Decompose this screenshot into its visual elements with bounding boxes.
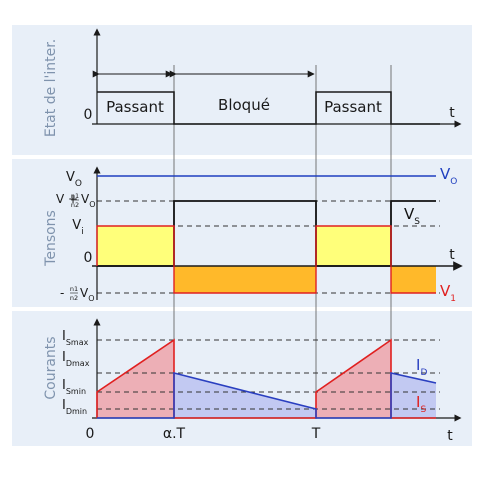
legend-id: ID [416, 356, 427, 378]
label-vmin-v: VO [80, 286, 95, 303]
legend-vo: VO [440, 165, 457, 187]
panel2-side-label: Tensons [43, 210, 59, 267]
label-vmax-frac-num: n1 [71, 192, 79, 200]
panel1-background [12, 25, 472, 155]
label-vmin-prefix: - [60, 286, 64, 300]
state-passant-label-1: Passant [106, 98, 164, 116]
panel1-zero-label: 0 [84, 107, 93, 123]
label-vmax-v: VO [81, 192, 96, 209]
x-label-zero: 0 [86, 426, 95, 442]
label-vmax-prefix: V + [56, 192, 78, 206]
label-vi: Vi [72, 218, 83, 237]
label-vmin-frac-num: n1 [70, 285, 78, 293]
v1-voltage-fill-2 [391, 266, 436, 293]
legend-vs: VS [404, 205, 420, 227]
is-current-fill-2 [316, 340, 391, 418]
panel2-t-label: t [449, 247, 455, 263]
id-diode-current [97, 371, 437, 419]
label-idmin: IDmin [62, 398, 87, 416]
x-label-t: T [311, 426, 321, 442]
label-vmax-frac-den: n2 [71, 201, 79, 209]
legend-v1: V1 [440, 282, 456, 304]
vi-voltage-fill [97, 226, 174, 266]
panel3-side-label: Courants [43, 336, 59, 399]
legend-is: IS [416, 393, 426, 415]
label-ismax: ISmax [62, 329, 89, 347]
label-vmin-frac-den: n2 [70, 294, 78, 302]
panel1-t-label: t [449, 105, 455, 121]
vi-winding-voltage-outline [96, 225, 436, 294]
state-passant-label-2: Passant [324, 98, 382, 116]
switch-state-signal [97, 91, 440, 125]
is-current-fill [97, 340, 174, 418]
id-current-fill-2 [391, 373, 436, 418]
v1-voltage-fill [174, 266, 316, 293]
label-vo: VO [66, 170, 82, 189]
label-idmax: IDmax [62, 350, 90, 368]
vi-voltage-fill-2 [316, 226, 391, 266]
panel2-zero-label: 0 [84, 250, 93, 266]
label-ismin: ISmin [62, 378, 86, 396]
panel3-t-label: t [447, 428, 453, 444]
x-label-alpha-t: α.T [163, 426, 186, 442]
panel1-side-label: Etat de l'inter. [43, 39, 59, 137]
id-current-fill [174, 373, 316, 418]
state-bloque-label: Bloqué [218, 96, 270, 114]
